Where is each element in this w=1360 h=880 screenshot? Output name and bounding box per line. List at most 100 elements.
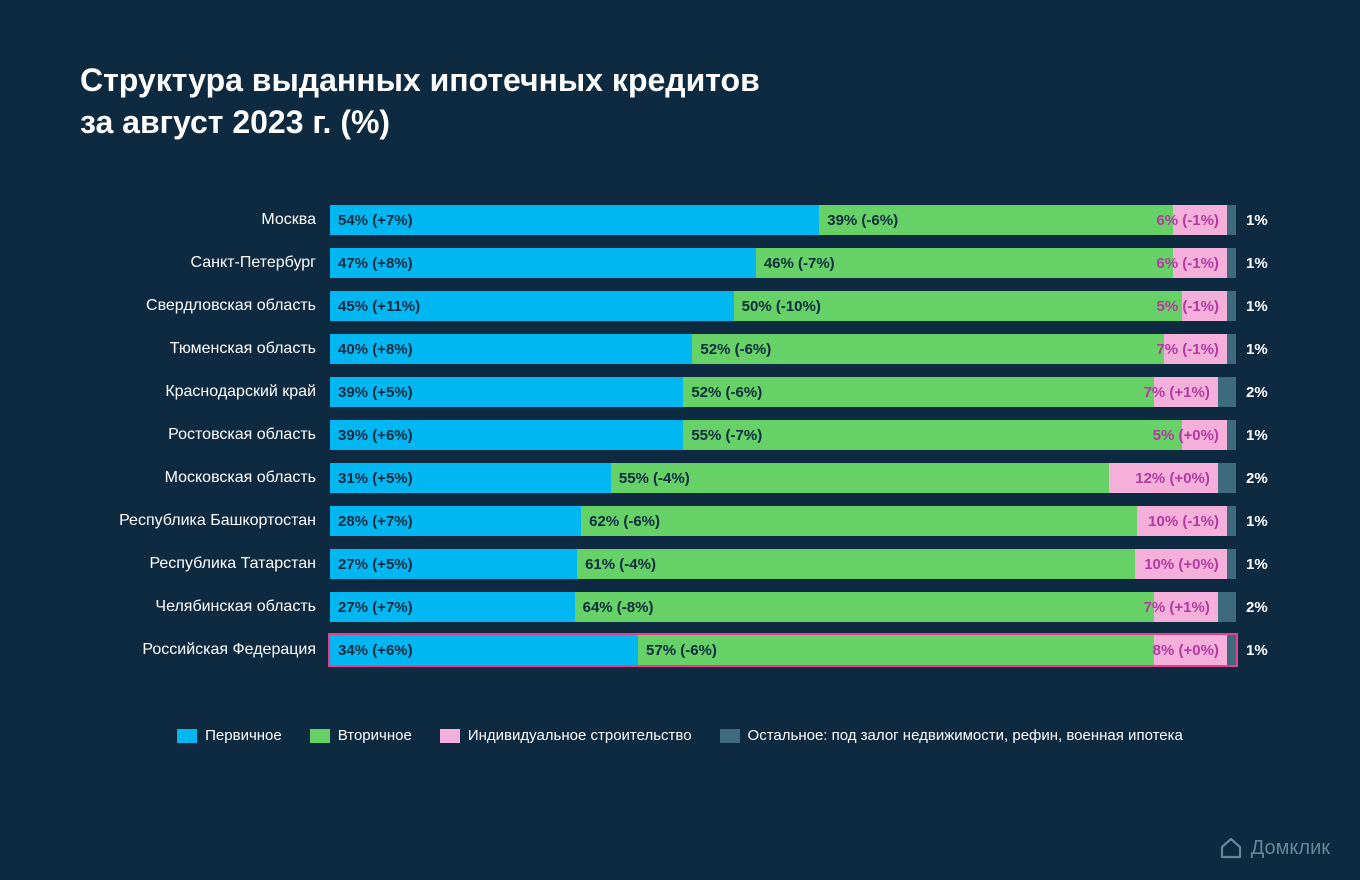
bar-outer: 39% (+6%) 55% (-7%) 5% (+0%) 1% (330, 420, 1280, 450)
bar-outer: 31% (+5%)55% (-4%)12% (+0%)2% (330, 463, 1280, 493)
segment-value-label: 27% (+5%) (330, 556, 421, 573)
stacked-bar: 28% (+7%) 62% (-6%) 10% (-1%) (330, 506, 1236, 536)
bar-segment-primary: 27% (+7%) (330, 592, 575, 622)
bar-segment-ind: 12% (+0%) (1109, 463, 1218, 493)
bar-segment-secondary: 39% (-6%) (819, 205, 1172, 235)
segment-value-label: 7% (-1%) (1148, 341, 1227, 358)
segment-value-label: 10% (-1%) (1140, 513, 1227, 530)
chart-legend: Первичное Вторичное Индивидуальное строи… (80, 727, 1280, 744)
bar-segment-secondary: 64% (-8%) (575, 592, 1155, 622)
segment-other-value: 1% (1236, 427, 1280, 444)
segment-other-value: 1% (1236, 513, 1280, 530)
bar-segment-primary: 34% (+6%) (330, 635, 638, 665)
swatch-ind (440, 729, 460, 743)
bar-row: Свердловская область45% (+11%) 50% (-10%)… (80, 289, 1280, 323)
bar-segment-secondary: 55% (-7%) (683, 420, 1181, 450)
segment-value-label: 28% (+7%) (330, 513, 421, 530)
segment-value-label: 27% (+7%) (330, 599, 421, 616)
bar-segment-primary: 39% (+5%) (330, 377, 683, 407)
segment-value-label: 40% (+8%) (330, 341, 421, 358)
row-label: Свердловская область (80, 297, 330, 315)
bar-row: Тюменская область40% (+8%)52% (-6%)7% (-… (80, 332, 1280, 366)
bar-segment-primary: 54% (+7%) (330, 205, 819, 235)
bar-segment-primary: 47% (+8%) (330, 248, 756, 278)
row-label: Московская область (80, 469, 330, 487)
segment-value-label: 62% (-6%) (581, 513, 668, 530)
segment-value-label: 55% (-7%) (683, 427, 770, 444)
legend-item-secondary: Вторичное (310, 727, 412, 744)
stacked-bar: 31% (+5%) 55% (-4%) 12% (+0%) (330, 463, 1236, 493)
bar-outer: 28% (+7%) 62% (-6%) 10% (-1%) 1% (330, 506, 1280, 536)
bar-row: Москва54% (+7%)39% (-6%)6% (-1%)1% (80, 203, 1280, 237)
segment-other-value: 1% (1236, 212, 1280, 229)
bar-segment-secondary: 50% (-10%) (734, 291, 1183, 321)
segment-value-label: 10% (+0%) (1136, 556, 1227, 573)
brand-house-icon (1219, 836, 1243, 860)
bar-segment-other (1227, 248, 1236, 278)
bar-segment-ind: 5% (-1%) (1182, 291, 1227, 321)
segment-value-label: 39% (+6%) (330, 427, 421, 444)
bar-row: Санкт-Петербург47% (+8%)46% (-7%)6% (-1%… (80, 246, 1280, 280)
bar-outer: 27% (+5%)61% (-4%)10% (+0%)1% (330, 549, 1280, 579)
bar-segment-primary: 40% (+8%) (330, 334, 692, 364)
bar-segment-other (1218, 377, 1236, 407)
segment-other-value: 1% (1236, 642, 1280, 659)
bar-segment-primary: 45% (+11%) (330, 291, 734, 321)
segment-value-label: 39% (+5%) (330, 384, 421, 401)
bar-segment-primary: 31% (+5%) (330, 463, 611, 493)
segment-value-label: 5% (+0%) (1145, 427, 1227, 444)
row-label: Краснодарский край (80, 383, 330, 401)
bar-segment-other (1227, 420, 1236, 450)
stacked-bar: 40% (+8%) 52% (-6%) 7% (-1%) (330, 334, 1236, 364)
segment-value-label: 39% (-6%) (819, 212, 906, 229)
bar-segment-ind: 8% (+0%) (1154, 635, 1226, 665)
legend-item-ind: Индивидуальное строительство (440, 727, 692, 744)
bar-segment-ind: 6% (-1%) (1173, 205, 1227, 235)
stacked-bar: 39% (+5%) 52% (-6%) 7% (+1%) (330, 377, 1236, 407)
segment-value-label: 45% (+11%) (330, 298, 428, 315)
stacked-bar: 47% (+8%) 46% (-7%)6% (-1%) (330, 248, 1236, 278)
bar-segment-ind: 6% (-1%) (1173, 248, 1227, 278)
segment-value-label: 50% (-10%) (734, 298, 829, 315)
segment-other-value: 2% (1236, 384, 1280, 401)
segment-other-value: 1% (1236, 341, 1280, 358)
bar-segment-ind: 10% (+0%) (1135, 549, 1227, 579)
bar-segment-primary: 27% (+5%) (330, 549, 577, 579)
stacked-bar: 34% (+6%)57% (-6%) 8% (+0%) (330, 635, 1236, 665)
segment-value-label: 55% (-4%) (611, 470, 698, 487)
bar-row: Республика Башкортостан28% (+7%)62% (-6%… (80, 504, 1280, 538)
segment-value-label: 31% (+5%) (330, 470, 421, 487)
bar-segment-ind: 5% (+0%) (1182, 420, 1227, 450)
brand-watermark: Домклик (1219, 836, 1330, 860)
bar-segment-secondary: 57% (-6%) (638, 635, 1154, 665)
legend-label-other: Остальное: под залог недвижимости, рефин… (748, 727, 1183, 744)
segment-value-label: 52% (-6%) (692, 341, 779, 358)
bar-segment-other (1227, 205, 1236, 235)
bar-outer: 40% (+8%) 52% (-6%) 7% (-1%) 1% (330, 334, 1280, 364)
bar-row: Ростовская область39% (+6%)55% (-7%)5% (… (80, 418, 1280, 452)
segment-value-label: 57% (-6%) (638, 642, 725, 659)
bar-segment-other (1227, 635, 1236, 665)
chart-title: Структура выданных ипотечных кредитов за… (80, 60, 1280, 143)
bar-segment-secondary: 55% (-4%) (611, 463, 1109, 493)
legend-item-other: Остальное: под залог недвижимости, рефин… (720, 727, 1183, 744)
segment-other-value: 1% (1236, 556, 1280, 573)
bar-outer: 45% (+11%)50% (-10%)5% (-1%)1% (330, 291, 1280, 321)
segment-value-label: 47% (+8%) (330, 255, 421, 272)
bar-row: Республика Татарстан27% (+5%)61% (-4%)10… (80, 547, 1280, 581)
bar-outer: 47% (+8%) 46% (-7%)6% (-1%) 1% (330, 248, 1280, 278)
segment-value-label: 54% (+7%) (330, 212, 421, 229)
segment-other-value: 1% (1236, 255, 1280, 272)
bar-row: Московская область31% (+5%) 55% (-4%) 12% … (80, 461, 1280, 495)
bar-segment-secondary: 46% (-7%) (756, 248, 1173, 278)
swatch-primary (177, 729, 197, 743)
legend-label-secondary: Вторичное (338, 727, 412, 744)
bar-row: Краснодарский край39% (+5%) 52% (-6%) 7% (… (80, 375, 1280, 409)
bar-segment-ind: 10% (-1%) (1137, 506, 1227, 536)
segment-value-label: 52% (-6%) (683, 384, 770, 401)
bar-outer: 34% (+6%)57% (-6%) 8% (+0%) 1% (330, 635, 1280, 665)
segment-value-label: 7% (+1%) (1136, 384, 1218, 401)
chart-canvas: Структура выданных ипотечных кредитов за… (0, 0, 1360, 880)
bar-rows: Москва54% (+7%)39% (-6%)6% (-1%)1%Санкт-… (80, 203, 1280, 667)
bar-segment-other (1227, 291, 1236, 321)
